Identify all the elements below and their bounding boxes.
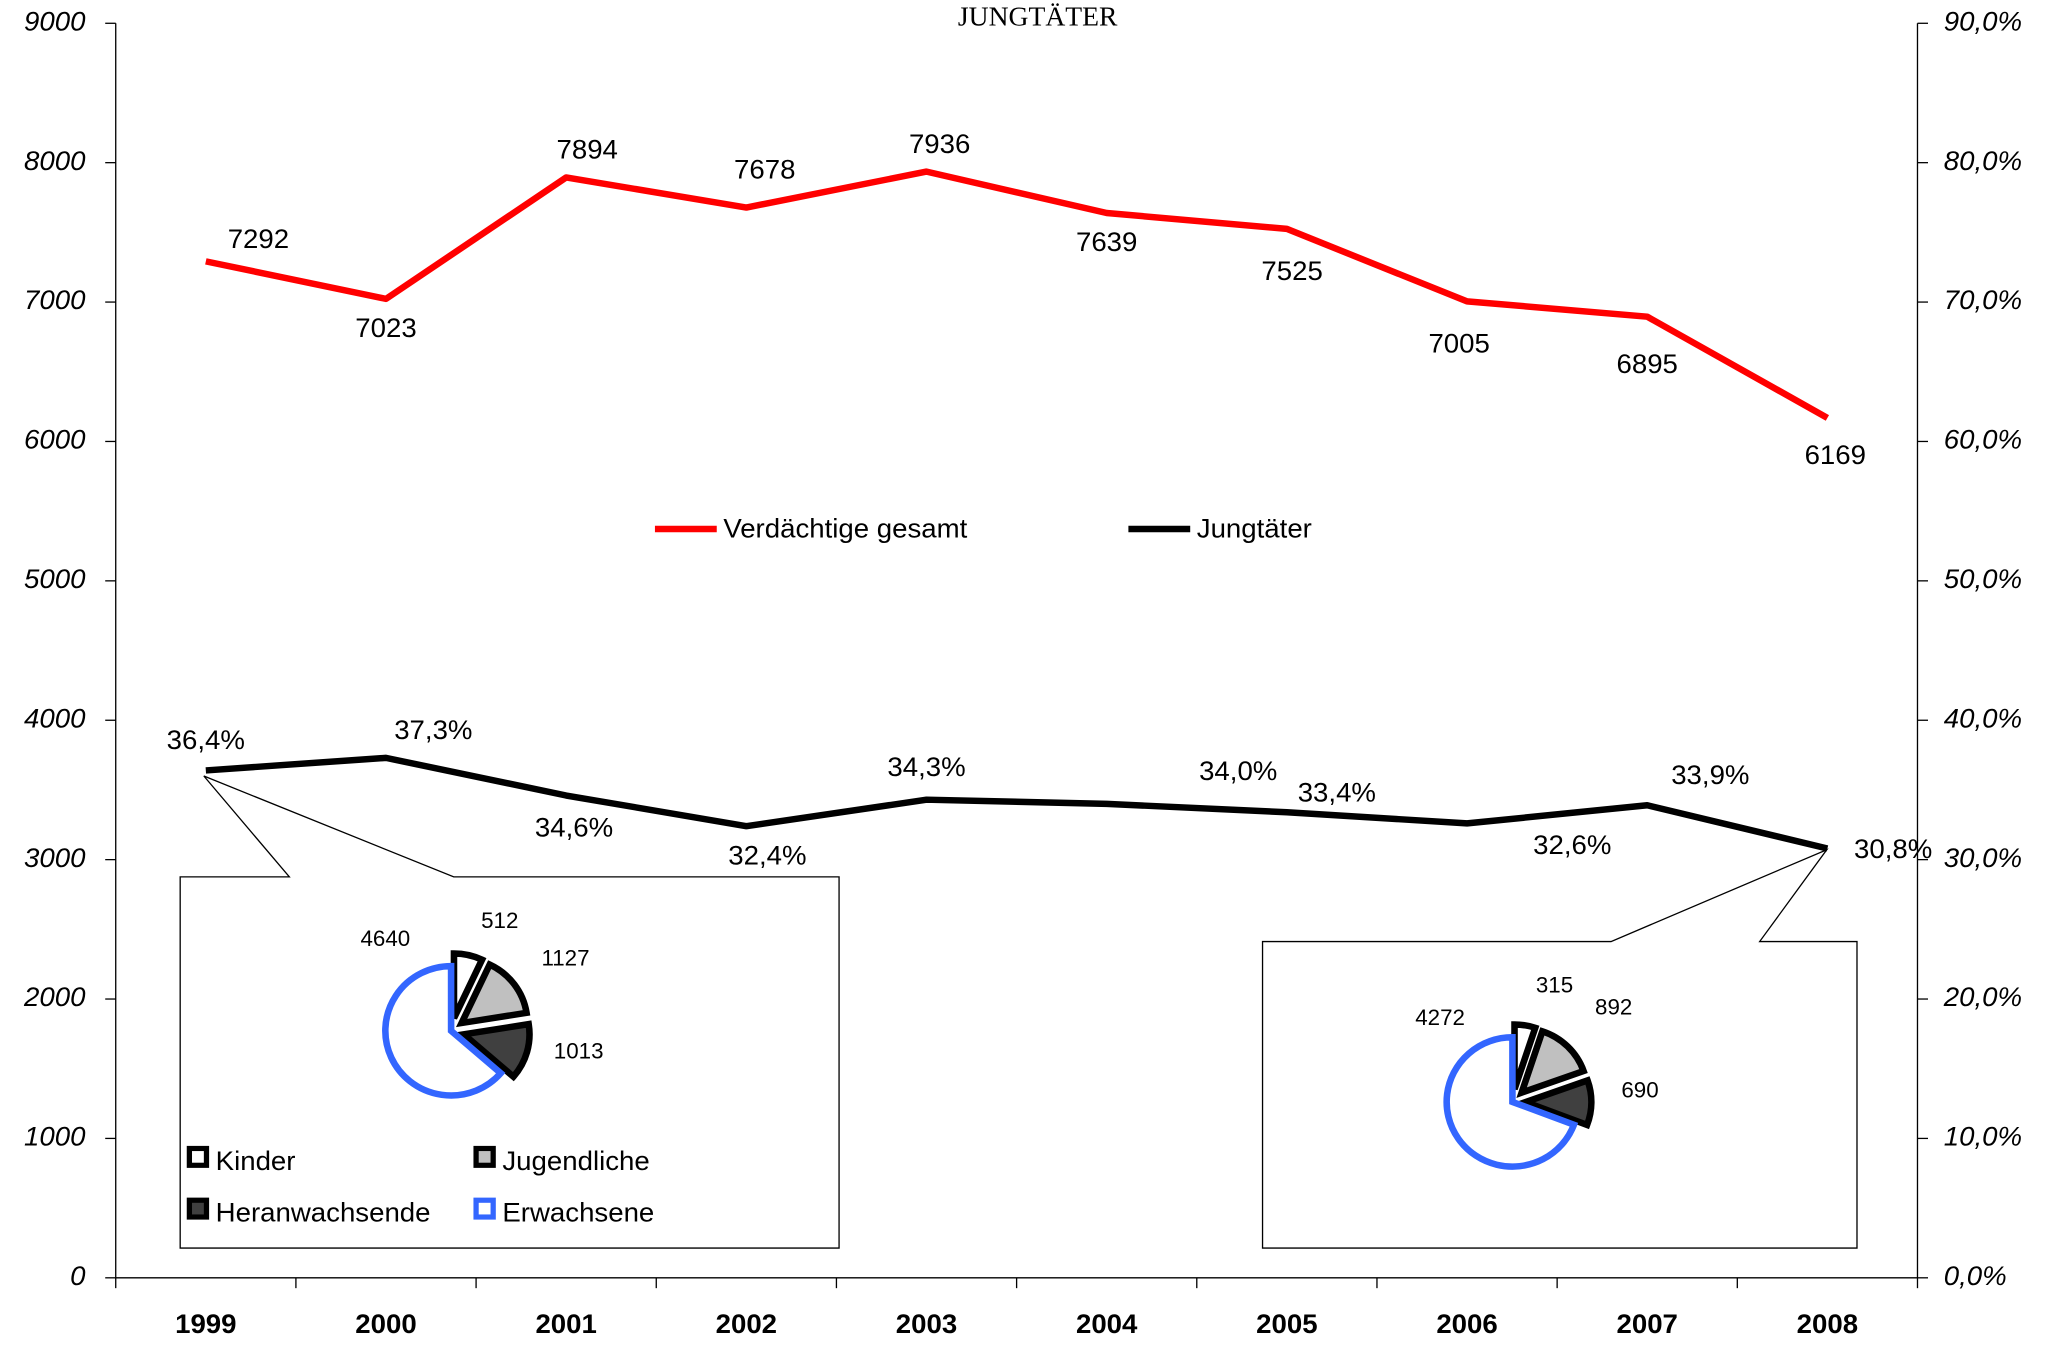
pie-label: 690 bbox=[1621, 1078, 1658, 1103]
data-label: 34,3% bbox=[887, 751, 965, 782]
pie-slice bbox=[450, 950, 487, 1020]
y-tick-label: 5000 bbox=[24, 563, 85, 594]
x-tick-label: 2004 bbox=[1076, 1308, 1138, 1339]
pie-slice bbox=[455, 960, 531, 1028]
y-tick-label: 2000 bbox=[23, 981, 85, 1012]
y-tick-label: 7000 bbox=[24, 284, 85, 315]
x-tick-label: 1999 bbox=[175, 1308, 236, 1339]
x-tick-label: 2008 bbox=[1797, 1308, 1858, 1339]
legend-swatch bbox=[473, 1197, 496, 1220]
data-label: 7936 bbox=[909, 128, 970, 159]
pie-label: 1127 bbox=[541, 946, 589, 971]
pie-label: 892 bbox=[1595, 995, 1632, 1020]
legend-label: Jugendliche bbox=[502, 1145, 649, 1176]
legend-label: Jungtäter bbox=[1197, 513, 1312, 544]
data-label: 7292 bbox=[228, 223, 289, 254]
pie-slice bbox=[1516, 1076, 1595, 1130]
y2-tick-label: 60,0% bbox=[1944, 424, 2022, 455]
data-label: 37,3% bbox=[394, 714, 472, 745]
series-line bbox=[205, 168, 1830, 421]
data-label: 32,6% bbox=[1533, 829, 1611, 860]
pie-label: 1013 bbox=[554, 1039, 604, 1064]
y-tick-label: 3000 bbox=[24, 842, 85, 873]
pie-label: 4640 bbox=[360, 926, 410, 951]
y-tick-label: 4000 bbox=[24, 703, 85, 734]
data-label: 32,4% bbox=[728, 840, 806, 871]
y2-tick-label: 20,0% bbox=[1943, 981, 2022, 1012]
data-label: 34,0% bbox=[1199, 755, 1277, 786]
x-tick-label: 2002 bbox=[716, 1308, 777, 1339]
data-label: 7678 bbox=[734, 154, 795, 185]
y-tick-label: 9000 bbox=[24, 6, 85, 37]
y2-tick-label: 70,0% bbox=[1944, 284, 2022, 315]
pie-slice bbox=[382, 962, 506, 1099]
pie-label: 4272 bbox=[1415, 1005, 1465, 1030]
pie-label: 315 bbox=[1536, 973, 1573, 998]
series-line bbox=[205, 754, 1829, 852]
data-label: 6169 bbox=[1805, 439, 1866, 470]
data-label: 30,8% bbox=[1854, 833, 1932, 864]
data-label: 7639 bbox=[1076, 226, 1137, 257]
legend-swatch bbox=[473, 1145, 496, 1168]
data-label: 7894 bbox=[557, 134, 618, 165]
x-tick-label: 2007 bbox=[1617, 1308, 1678, 1339]
pie-label: 512 bbox=[481, 908, 518, 933]
x-tick-label: 2001 bbox=[535, 1308, 596, 1339]
y-tick-label: 6000 bbox=[24, 424, 85, 455]
data-label: 7525 bbox=[1261, 255, 1322, 286]
y2-tick-label: 0,0% bbox=[1944, 1260, 2007, 1291]
legend-label: Kinder bbox=[216, 1145, 296, 1176]
legend-swatch bbox=[186, 1145, 210, 1168]
y-tick-label: 0 bbox=[70, 1260, 85, 1291]
x-tick-label: 2003 bbox=[896, 1308, 957, 1339]
data-label: 6895 bbox=[1617, 348, 1678, 379]
data-label: 33,9% bbox=[1671, 759, 1749, 790]
y2-tick-label: 50,0% bbox=[1944, 563, 2022, 594]
pie-slice bbox=[1443, 1034, 1579, 1170]
x-tick-label: 2000 bbox=[355, 1308, 416, 1339]
legend-label: Heranwachsende bbox=[216, 1197, 431, 1228]
y2-tick-label: 80,0% bbox=[1944, 145, 2022, 176]
y-tick-label: 1000 bbox=[24, 1121, 85, 1152]
chart-title: JUNGTÄTER bbox=[958, 2, 1118, 32]
x-tick-label: 2006 bbox=[1436, 1308, 1497, 1339]
y2-tick-label: 40,0% bbox=[1944, 703, 2022, 734]
pie-slice bbox=[1511, 1021, 1540, 1091]
y2-tick-label: 90,0% bbox=[1944, 6, 2022, 37]
y2-tick-label: 30,0% bbox=[1944, 842, 2022, 873]
pie-slice bbox=[456, 1020, 533, 1082]
data-label: 36,4% bbox=[167, 724, 245, 755]
data-label: 7023 bbox=[355, 312, 416, 343]
y2-tick-label: 10,0% bbox=[1944, 1121, 2022, 1152]
data-label: 34,6% bbox=[535, 812, 613, 843]
data-label: 7005 bbox=[1428, 328, 1489, 359]
data-label: 33,4% bbox=[1298, 777, 1376, 808]
y-tick-label: 8000 bbox=[24, 145, 85, 176]
pie-slice bbox=[1516, 1027, 1588, 1098]
legend-label: Erwachsene bbox=[502, 1197, 654, 1228]
x-tick-label: 2005 bbox=[1256, 1308, 1317, 1339]
legend-swatch bbox=[186, 1197, 210, 1220]
legend-label: Verdächtige gesamt bbox=[723, 513, 967, 544]
